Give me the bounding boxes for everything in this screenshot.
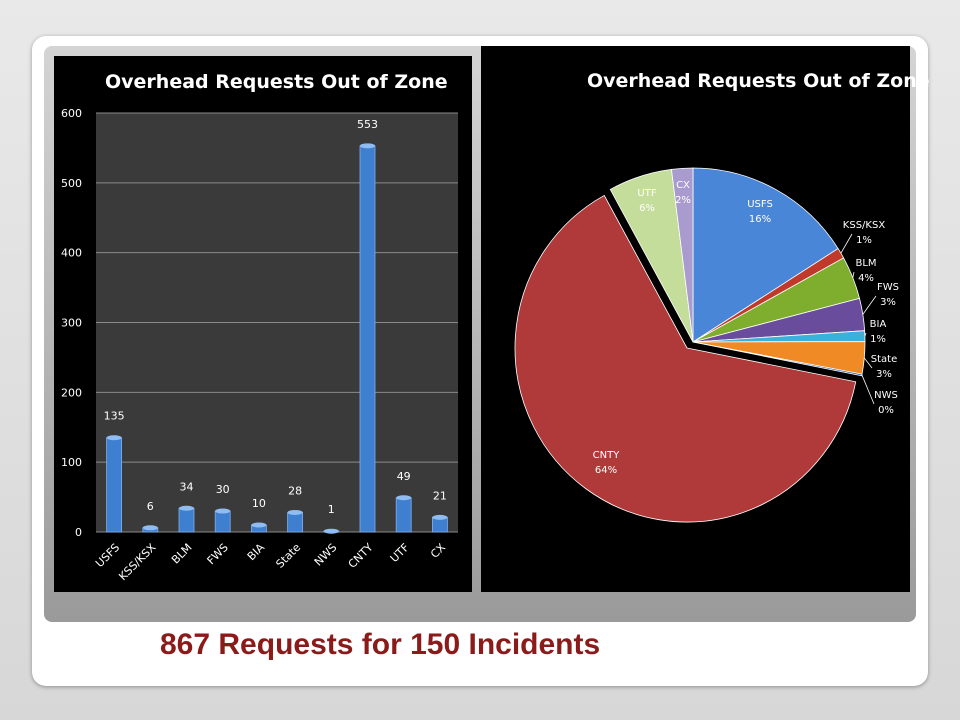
y-tick-label: 600 — [61, 107, 82, 120]
pie-category-label: FWS — [877, 282, 899, 293]
y-tick-label: 300 — [61, 317, 82, 330]
bar-data-label: 28 — [288, 484, 302, 497]
pie-category-label: BLM — [855, 258, 876, 269]
pie-percent-label: 4% — [858, 273, 874, 284]
y-tick-label: 200 — [61, 386, 82, 399]
pie-percent-label: 64% — [595, 465, 617, 476]
leader-line — [861, 374, 875, 405]
pie-percent-label: 3% — [880, 297, 896, 308]
pie-slice-usfs — [692, 167, 839, 343]
bar-top — [396, 495, 412, 501]
bar-top — [251, 522, 267, 528]
leader-line — [864, 332, 867, 337]
y-tick-label: 0 — [75, 526, 82, 539]
pie-percent-label: 16% — [749, 214, 771, 225]
y-tick-label: 400 — [61, 247, 82, 260]
pie-category-label: BIA — [870, 319, 887, 330]
pie-percent-label: 3% — [876, 369, 892, 380]
pie-percent-label: 1% — [856, 235, 872, 246]
bar-data-label: 34 — [180, 480, 194, 493]
bar-data-label: 49 — [397, 470, 411, 483]
pie-slice-cx — [671, 167, 694, 343]
bar-chart-title: Overhead Requests Out of Zone — [105, 71, 448, 93]
pie-percent-label: 2% — [675, 195, 691, 206]
pie-category-label: CX — [676, 180, 690, 191]
bar-data-label: 553 — [357, 118, 378, 131]
bar-top — [106, 435, 122, 441]
leader-line — [862, 295, 877, 315]
pie-category-label: USFS — [747, 199, 773, 210]
bar-data-label: 6 — [147, 500, 154, 513]
pie-percent-label: 1% — [870, 334, 886, 345]
bar-top — [215, 508, 231, 514]
pie-category-label: NWS — [874, 390, 898, 401]
pie-slice-cnty — [514, 194, 857, 523]
bar-top — [323, 528, 339, 534]
bar-data-label: 10 — [252, 497, 266, 510]
bar-top — [287, 509, 303, 515]
pie-category-label: UTF — [637, 188, 656, 199]
leader-line — [852, 271, 855, 278]
y-tick-label: 100 — [61, 456, 82, 469]
bar-data-label: 135 — [104, 410, 125, 423]
pie-percent-label: 6% — [639, 203, 655, 214]
bar-top — [360, 143, 375, 149]
pie-category-label: KSS/KSX — [843, 220, 886, 231]
pie-category-label: CNTY — [593, 450, 621, 461]
footer-caption: 867 Requests for 150 Incidents — [160, 628, 601, 661]
pie-percent-label: 0% — [878, 405, 894, 416]
bar-top — [432, 514, 448, 520]
bar-top — [142, 525, 158, 531]
y-tick-label: 500 — [61, 177, 82, 190]
bar-data-label: 30 — [216, 483, 230, 496]
bar-data-label: 1 — [328, 503, 335, 516]
leader-line — [863, 357, 873, 369]
bar-data-label: 21 — [433, 489, 447, 502]
bar-top — [179, 505, 194, 511]
pie-chart-title: Overhead Requests Out of Zone — [587, 70, 930, 92]
pie-category-label: State — [871, 354, 897, 365]
leader-line — [840, 233, 853, 254]
